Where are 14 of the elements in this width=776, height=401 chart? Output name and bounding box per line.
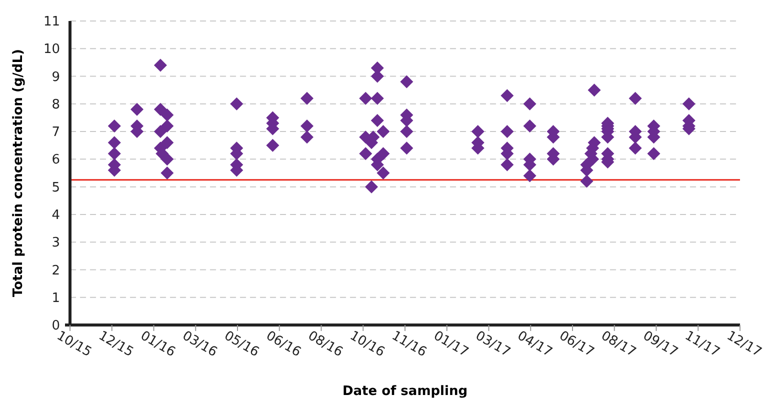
y-tick-label: 9	[52, 70, 60, 85]
y-tick-label: 3	[52, 236, 60, 251]
y-tick-label: 0	[52, 318, 60, 334]
x-axis-title: Date of sampling	[342, 384, 468, 399]
y-tick-label: 7	[52, 125, 60, 140]
y-tick-label: 8	[52, 97, 60, 112]
y-tick-label: 11	[43, 14, 60, 30]
y-axis-title: Total protein concentration (g/dL)	[11, 49, 26, 297]
y-tick-label: 1	[52, 290, 60, 306]
y-tick-label: 10	[43, 42, 60, 58]
y-tick-label: 5	[52, 180, 60, 196]
y-tick-label: 2	[52, 263, 60, 278]
y-tick-label: 4	[52, 208, 60, 224]
y-tick-label: 6	[52, 152, 60, 168]
